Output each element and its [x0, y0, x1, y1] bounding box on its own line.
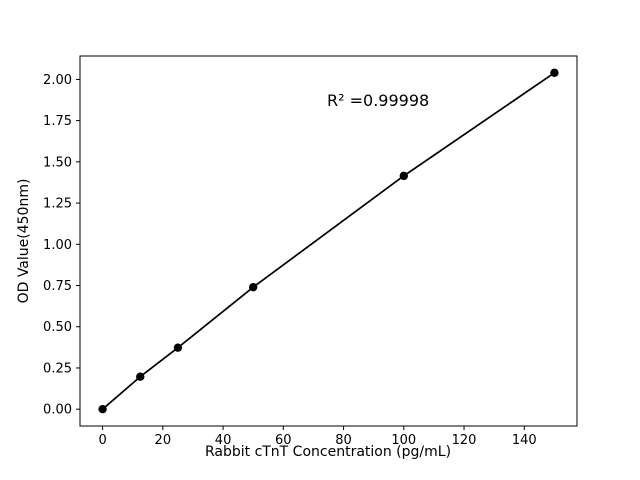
y-tick-label: 1.25 — [43, 197, 72, 212]
y-tick-label: 0.75 — [43, 279, 72, 294]
data-point-marker — [248, 282, 258, 292]
x-tick-label: 120 — [452, 433, 477, 448]
y-axis-label: OD Value(450nm) — [16, 178, 32, 304]
data-point-marker — [136, 372, 145, 381]
y-tick-label: 1.00 — [43, 238, 72, 253]
x-axis-label: Rabbit cTnT Concentration (pg/mL) — [204, 444, 452, 460]
data-point-marker — [98, 404, 107, 414]
x-tick-label: 60 — [275, 433, 292, 448]
x-tick-label: 40 — [215, 433, 232, 448]
x-tick-label: 20 — [155, 433, 172, 448]
data-point-marker — [173, 343, 183, 352]
axes-spines — [79, 55, 578, 427]
y-tick-label: 2.00 — [43, 73, 72, 88]
y-tick-label: 0.25 — [43, 361, 72, 376]
y-tick-label: 1.75 — [43, 114, 72, 129]
data-point-marker — [550, 68, 559, 78]
y-tick-label: 1.50 — [43, 155, 72, 170]
standard-curve-line — [102, 72, 555, 410]
x-tick-label: 100 — [391, 433, 416, 448]
data-point-marker — [399, 171, 409, 181]
y-tick-label: 0.00 — [43, 403, 72, 418]
x-tick-label: 0 — [98, 433, 106, 448]
y-tick-label: 0.50 — [43, 320, 72, 335]
x-tick-label: 80 — [335, 433, 352, 448]
r-squared-annotation: R² =0.99998 — [327, 91, 430, 110]
x-tick-label: 140 — [512, 433, 537, 448]
